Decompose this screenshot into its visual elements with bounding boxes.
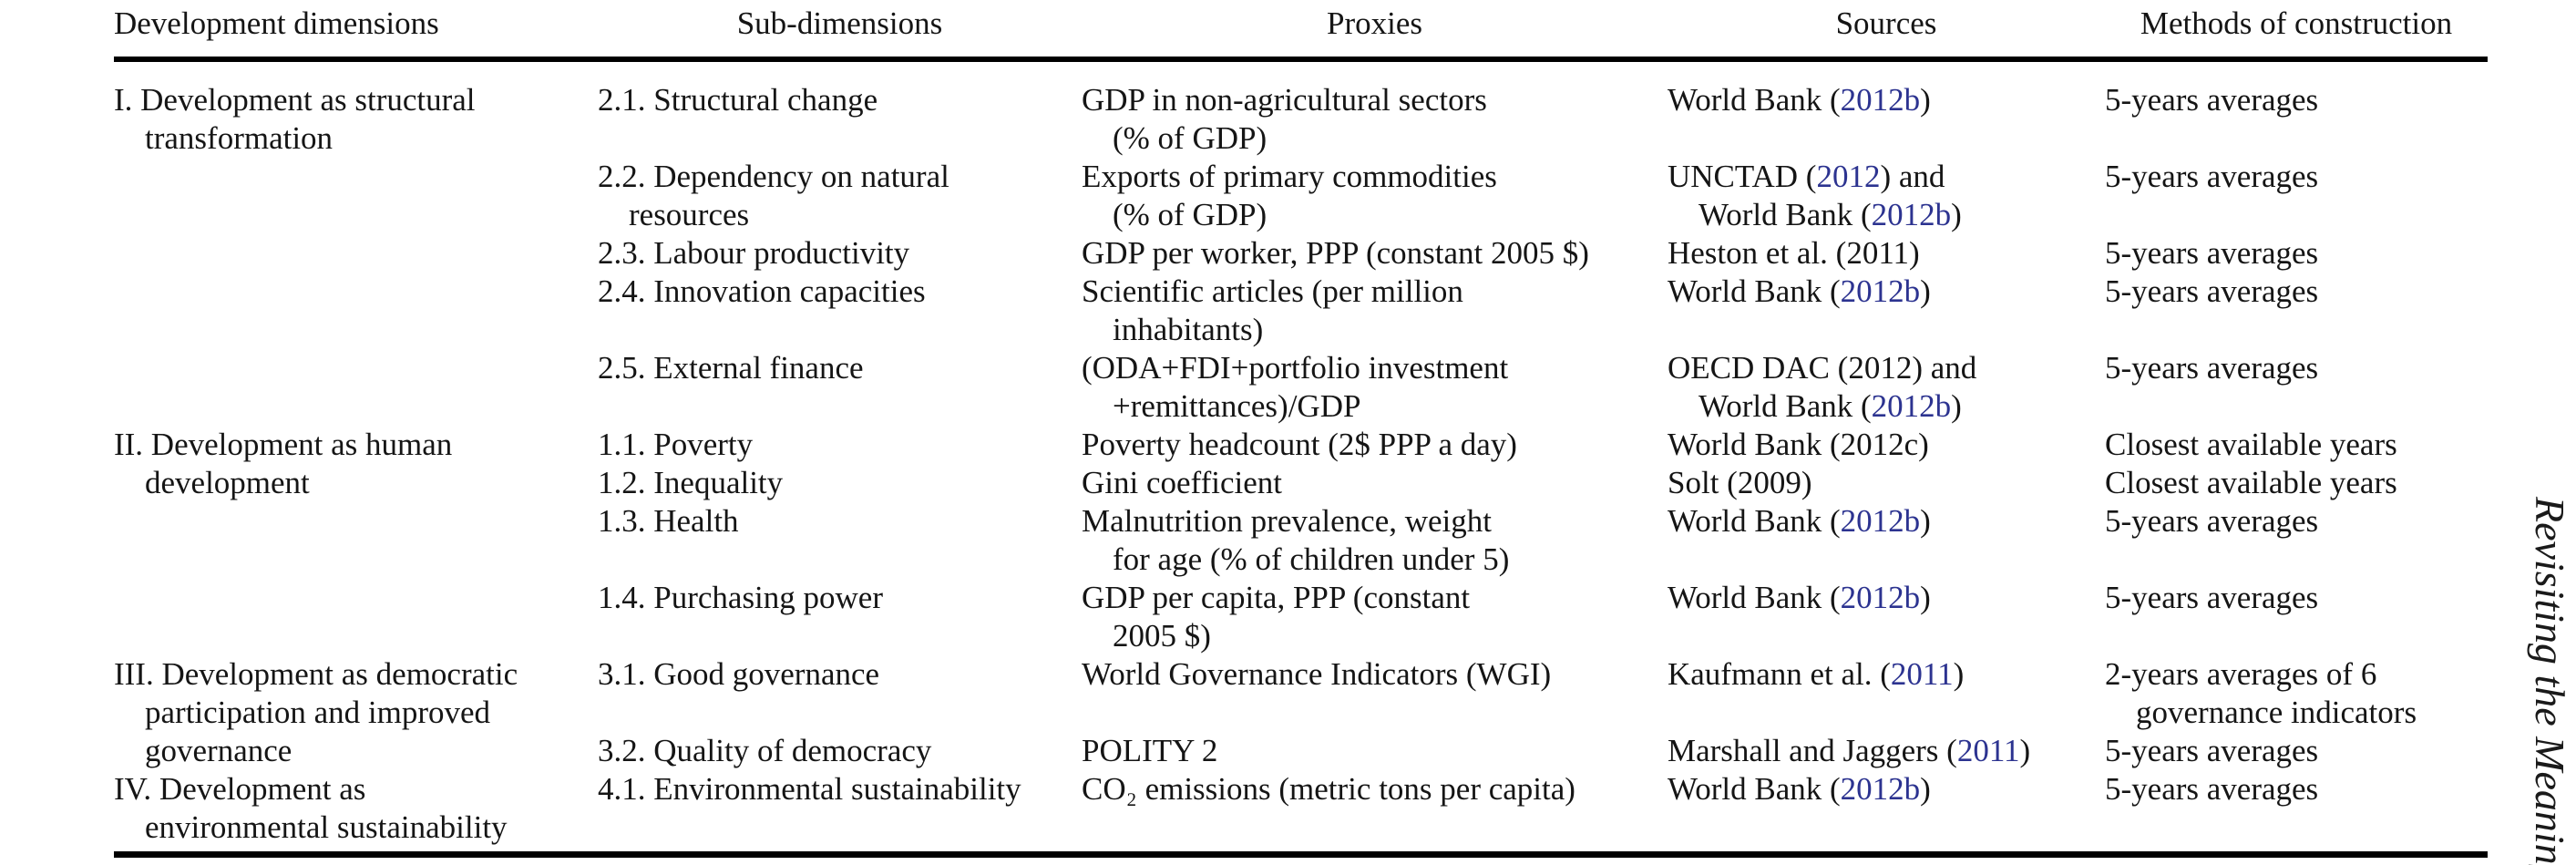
- proxy-cell: Poverty headcount (2$ PPP a day): [1082, 427, 1517, 462]
- dimension-cell: [114, 502, 598, 579]
- table-row: 2.3. Labour productivity GDP per worker,…: [114, 234, 2488, 273]
- dimension-cell: I. Development as structural transformat…: [114, 82, 476, 156]
- table-header: Development dimensions Sub-dimensions Pr…: [114, 5, 2488, 62]
- col-header-sub-dimensions: Sub-dimensions: [598, 5, 1082, 62]
- sub-dimension-cell: 1.1. Poverty: [598, 427, 754, 462]
- proxy-cell: (ODA+FDI+portfolio investment +remittanc…: [1082, 350, 1509, 424]
- proxy-cell: CO₂ emissions (metric tons per capita): [1082, 770, 1668, 858]
- source-cell: Kaufmann et al. (2011): [1668, 656, 1965, 692]
- table-row: 2.5. External finance (ODA+FDI+portfolio…: [114, 349, 2488, 426]
- citation-link[interactable]: 2012b: [1840, 771, 1921, 807]
- sub-dimension-cell: 2.4. Innovation capacities: [598, 273, 926, 309]
- method-cell: Closest available years: [2105, 427, 2397, 462]
- dimension-cell: governance: [145, 733, 292, 768]
- development-dimensions-table: Development dimensions Sub-dimensions Pr…: [114, 5, 2488, 858]
- source-cell: World Bank (2012b): [1668, 770, 2105, 858]
- citation-link[interactable]: 2012b: [1840, 273, 1921, 309]
- proxy-cell: World Governance Indicators (WGI): [1082, 656, 1552, 692]
- proxy-cell: Malnutrition prevalence, weight for age …: [1082, 503, 1510, 577]
- citation-link[interactable]: 2012: [1816, 159, 1881, 194]
- citation-link[interactable]: 2012b: [1871, 388, 1952, 424]
- sub-dimension-cell: 2.5. External finance: [598, 350, 864, 386]
- source-cell: Solt (2009): [1668, 465, 1812, 500]
- source-cell: World Bank (2012b): [1668, 82, 1931, 118]
- table-row: III. Development as democratic participa…: [114, 655, 2488, 732]
- table-row: II. Development as human 1.1. Poverty Po…: [114, 426, 2488, 464]
- table-body: I. Development as structural transformat…: [114, 59, 2488, 858]
- col-header-development-dimensions: Development dimensions: [114, 5, 598, 62]
- method-cell: 5-years averages: [2105, 159, 2319, 194]
- method-cell: 5-years averages: [2105, 733, 2319, 768]
- proxy-cell: Exports of primary commodities (% of GDP…: [1082, 159, 1497, 232]
- table-row: governance 3.2. Quality of democracy POL…: [114, 732, 2488, 770]
- col-header-proxies: Proxies: [1082, 5, 1668, 62]
- sub-dimension-cell: 2.2. Dependency on natural resources: [598, 159, 949, 232]
- method-cell: 5-years averages: [2105, 273, 2319, 309]
- citation-link[interactable]: 2012b: [1840, 503, 1921, 539]
- sub-dimension-cell: 1.2. Inequality: [598, 465, 784, 500]
- sub-dimension-cell: 3.2. Quality of democracy: [598, 733, 932, 768]
- source-cell: UNCTAD (2012) and World Bank (2012b): [1668, 159, 1962, 232]
- proxy-cell: Scientific articles (per million inhabit…: [1082, 273, 1463, 347]
- citation-link[interactable]: 2012b: [1840, 82, 1921, 118]
- sub-dimension-cell: 1.4. Purchasing power: [598, 580, 884, 615]
- source-cell: World Bank (2012b): [1668, 503, 1931, 539]
- method-cell: 5-years averages: [2105, 350, 2319, 386]
- sub-dimension-cell: 1.3. Health: [598, 503, 739, 539]
- dimension-cell: [114, 273, 598, 349]
- citation-link[interactable]: 2012b: [1840, 580, 1921, 615]
- source-cell: World Bank (2012b): [1668, 580, 1931, 615]
- source-cell: Heston et al. (2011): [1668, 235, 1920, 271]
- method-cell: 2-years averages of 6 governance indicat…: [2105, 656, 2417, 730]
- dimension-cell: [114, 579, 598, 655]
- sub-dimension-cell: 2.1. Structural change: [598, 82, 878, 118]
- dimension-cell: [114, 158, 598, 234]
- dimension-cell: [114, 234, 598, 273]
- table-row: 2.4. Innovation capacities Scientific ar…: [114, 273, 2488, 349]
- citation-link[interactable]: 2011: [1956, 733, 2020, 768]
- dimension-cell: [114, 349, 598, 426]
- col-header-methods: Methods of construction: [2105, 5, 2488, 62]
- sub-dimension-cell: 3.1. Good governance: [598, 656, 880, 692]
- method-cell: 5-years averages: [2105, 503, 2319, 539]
- proxy-cell: GDP in non-agricultural sectors (% of GD…: [1082, 82, 1487, 156]
- source-cell: World Bank (2012b): [1668, 273, 1931, 309]
- col-header-sources: Sources: [1668, 5, 2105, 62]
- method-cell: 5-years averages: [2105, 580, 2319, 615]
- method-cell: 5-years averages: [2105, 770, 2488, 858]
- citation-link[interactable]: 2012b: [1871, 197, 1952, 232]
- page-margin-title: Revisiting the Meaning o: [2527, 497, 2573, 865]
- table-row: 2.2. Dependency on natural resources Exp…: [114, 158, 2488, 234]
- table-row: 1.3. Health Malnutrition prevalence, wei…: [114, 502, 2488, 579]
- dimension-cell: III. Development as democratic participa…: [114, 656, 518, 730]
- source-cell: Marshall and Jaggers (2011): [1668, 733, 2031, 768]
- table-row: development 1.2. Inequality Gini coeffic…: [114, 464, 2488, 502]
- proxy-cell: GDP per worker, PPP (constant 2005 $): [1082, 235, 1589, 271]
- method-cell: 5-years averages: [2105, 235, 2319, 271]
- dimension-cell: development: [145, 465, 310, 500]
- header-row: Development dimensions Sub-dimensions Pr…: [114, 5, 2488, 62]
- dimension-cell: II. Development as human: [114, 427, 453, 462]
- method-cell: Closest available years: [2105, 465, 2397, 500]
- proxy-cell: POLITY 2: [1082, 733, 1218, 768]
- source-cell: World Bank (2012c): [1668, 427, 1929, 462]
- sub-dimension-cell: 2.3. Labour productivity: [598, 235, 910, 271]
- proxy-cell: Gini coefficient: [1082, 465, 1282, 500]
- sub-dimension-cell: 4.1. Environmental sustainability: [598, 770, 1082, 858]
- proxy-cell: GDP per capita, PPP (constant 2005 $): [1082, 580, 1471, 654]
- dimension-cell: IV. Development as environmental sustain…: [114, 770, 598, 858]
- source-cell: OECD DAC (2012) and World Bank (2012b): [1668, 350, 1977, 424]
- table-row: I. Development as structural transformat…: [114, 59, 2488, 158]
- table-row: IV. Development as environmental sustain…: [114, 770, 2488, 858]
- table-row: 1.4. Purchasing power GDP per capita, PP…: [114, 579, 2488, 655]
- citation-link[interactable]: 2011: [1890, 656, 1954, 692]
- method-cell: 5-years averages: [2105, 82, 2319, 118]
